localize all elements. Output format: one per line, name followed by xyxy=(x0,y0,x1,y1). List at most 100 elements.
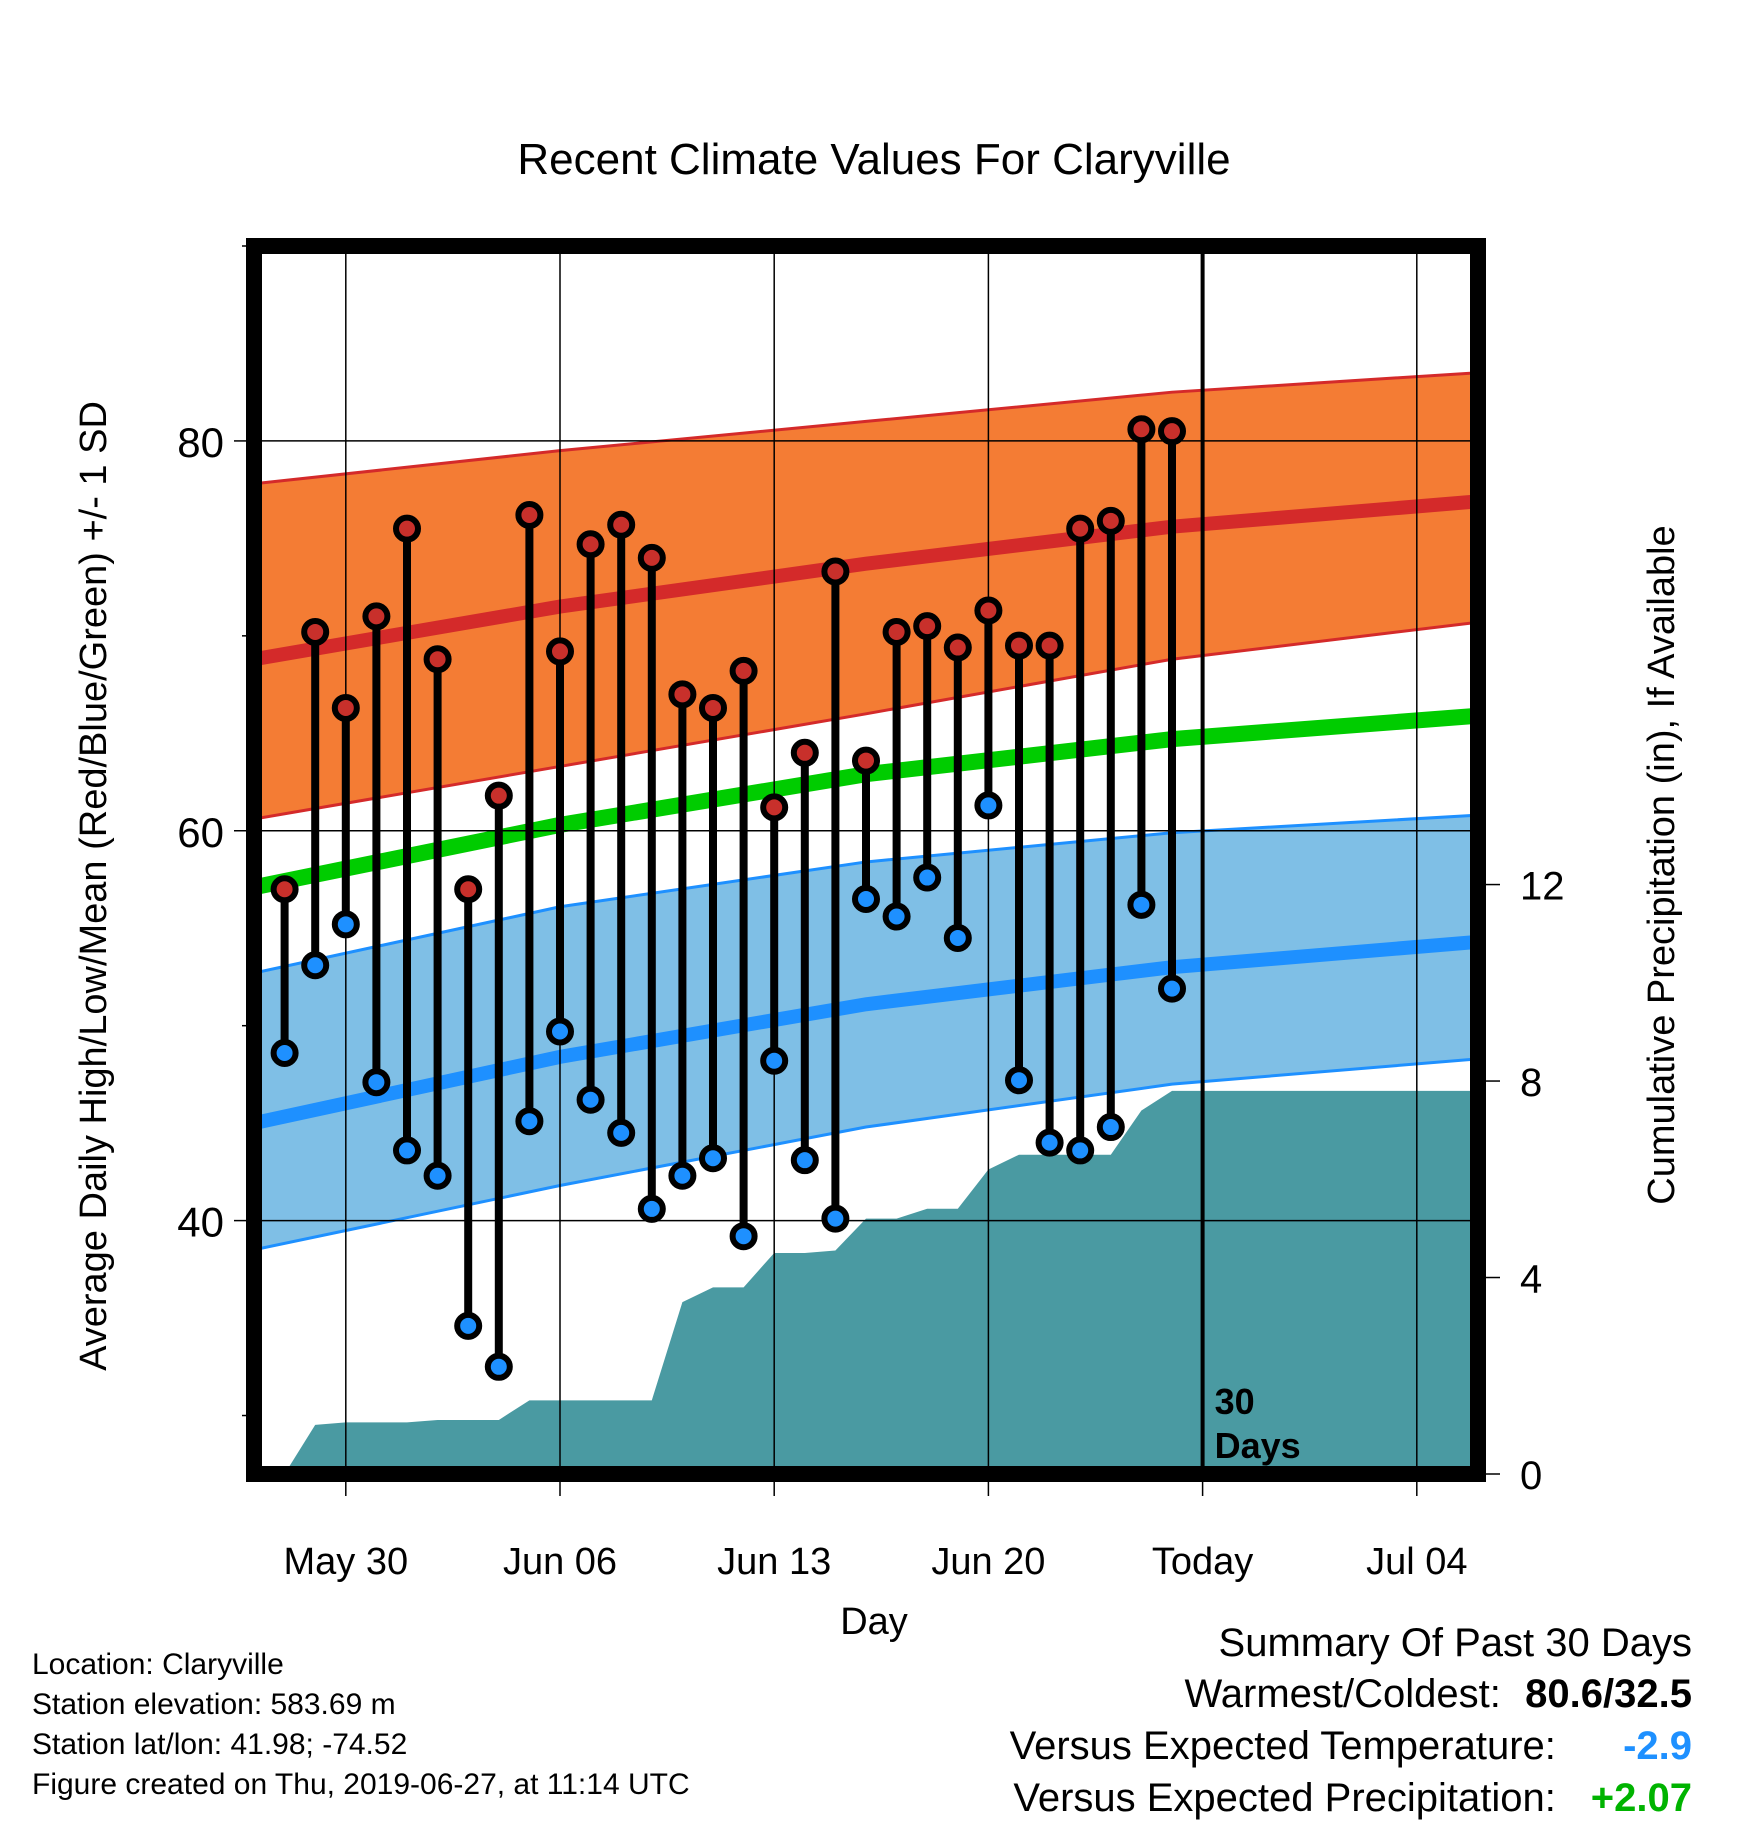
y2-axis-label: Cumulative Precipitation (in), If Availa… xyxy=(1641,525,1683,1204)
precip-label: Versus Expected Precipitation: xyxy=(1013,1776,1556,1820)
high-point xyxy=(362,602,391,631)
low-point xyxy=(393,1136,421,1165)
high-point xyxy=(546,637,574,666)
summary-panel: Summary Of Past 30 Days Warmest/Coldest:… xyxy=(1010,1618,1692,1824)
x-tick-label: Jun 13 xyxy=(717,1541,831,1583)
low-point xyxy=(362,1068,391,1097)
low-point xyxy=(484,1352,513,1381)
high-point xyxy=(760,793,789,822)
high-point xyxy=(943,633,972,662)
low-point xyxy=(270,1038,299,1067)
low-point xyxy=(699,1144,727,1173)
high-point xyxy=(454,875,483,904)
high-point xyxy=(301,617,330,646)
plot-frame xyxy=(246,238,1486,1482)
x-tick-label: Jun 06 xyxy=(503,1541,617,1583)
low-point xyxy=(1158,974,1186,1003)
warm-cold-value: 80.6/32.5 xyxy=(1525,1672,1692,1716)
low-point xyxy=(943,923,972,952)
low-point xyxy=(637,1194,666,1223)
y-tick-label: 40 xyxy=(177,1199,224,1246)
y2-tick-label: 4 xyxy=(1520,1258,1542,1302)
high-point xyxy=(1158,417,1186,446)
precip-value: +2.07 xyxy=(1590,1776,1692,1820)
summary-heading: Summary Of Past 30 Days xyxy=(1218,1621,1692,1665)
low-point xyxy=(423,1161,452,1190)
high-point xyxy=(882,617,911,646)
low-point xyxy=(301,951,330,980)
y-axis-label: Average Daily High/Low/Mean (Red/Blue/Gr… xyxy=(73,401,115,1371)
temp-label: Versus Expected Temperature: xyxy=(1009,1724,1556,1768)
low-point xyxy=(331,910,360,939)
high-point xyxy=(699,693,727,722)
high-point xyxy=(1127,415,1156,444)
high-normal-line xyxy=(254,494,1478,667)
temp-value: -2.9 xyxy=(1623,1724,1692,1768)
x-tick-label: Today xyxy=(1152,1541,1253,1583)
low-point xyxy=(515,1107,544,1136)
low-point xyxy=(974,791,1003,820)
today-marker-label: 30 xyxy=(1215,1381,1255,1422)
low-normal-band-lower-edge xyxy=(254,1057,1478,1252)
low-point xyxy=(790,1146,819,1175)
x-tick-label: Jun 20 xyxy=(931,1541,1045,1583)
low-point xyxy=(546,1017,574,1046)
low-point xyxy=(1005,1066,1033,1095)
warm-cold-row: Warmest/Coldest: 80.6/32.5 xyxy=(1010,1668,1693,1720)
high-point xyxy=(484,781,513,810)
high-point xyxy=(423,645,452,674)
low-point xyxy=(729,1222,758,1251)
low-point xyxy=(607,1118,636,1147)
high-normal-band-upper-edge xyxy=(254,371,1478,486)
low-point xyxy=(668,1161,697,1190)
low-point xyxy=(576,1085,605,1114)
high-point xyxy=(821,557,850,586)
low-point xyxy=(1035,1128,1064,1157)
high-point xyxy=(913,612,942,641)
y-tick-label: 60 xyxy=(177,809,224,856)
high-point xyxy=(668,680,697,709)
high-point xyxy=(1066,514,1095,543)
high-point xyxy=(1096,506,1125,535)
y2-tick-label: 12 xyxy=(1520,865,1565,909)
high-point xyxy=(974,596,1003,625)
low-point xyxy=(1096,1113,1125,1142)
location-text: Location: Claryville xyxy=(32,1648,284,1681)
high-point xyxy=(515,500,544,529)
high-point xyxy=(1005,631,1033,660)
high-point xyxy=(393,514,421,543)
low-point xyxy=(454,1311,483,1340)
warm-cold-label: Warmest/Coldest: xyxy=(1184,1672,1501,1716)
high-point xyxy=(270,875,299,904)
y-tick-label: 80 xyxy=(177,419,224,466)
x-tick-label: May 30 xyxy=(283,1541,408,1583)
station-info: Location: Claryville Station elevation: … xyxy=(32,1645,690,1805)
low-normal-line xyxy=(254,934,1478,1130)
latlon-text: Station lat/lon: 41.98; -74.52 xyxy=(32,1728,408,1761)
temp-row: Versus Expected Temperature: -2.9 xyxy=(1010,1720,1692,1772)
high-point xyxy=(790,738,819,767)
chart-title: Recent Climate Values For Claryville xyxy=(517,135,1230,184)
high-point xyxy=(729,656,758,685)
low-point xyxy=(821,1204,850,1233)
high-normal-band-lower-edge xyxy=(254,620,1478,821)
today-marker-label: Days xyxy=(1215,1425,1301,1466)
x-tick-label: Jul 04 xyxy=(1366,1541,1467,1583)
low-point xyxy=(760,1046,789,1075)
high-point xyxy=(637,543,666,572)
precip-row: Versus Expected Precipitation: +2.07 xyxy=(1010,1772,1692,1824)
precipitation-area xyxy=(254,1090,1478,1474)
high-point xyxy=(1035,631,1064,660)
y2-tick-label: 8 xyxy=(1520,1061,1542,1105)
low-point xyxy=(1127,890,1156,919)
high-point xyxy=(576,530,605,559)
x-axis-label: Day xyxy=(840,1601,908,1643)
high-point xyxy=(607,510,636,539)
y2-tick-label: 0 xyxy=(1520,1454,1542,1498)
low-point xyxy=(882,902,911,931)
low-point xyxy=(1066,1136,1095,1165)
high-point xyxy=(331,693,360,722)
elevation-text: Station elevation: 583.69 m xyxy=(32,1688,396,1721)
